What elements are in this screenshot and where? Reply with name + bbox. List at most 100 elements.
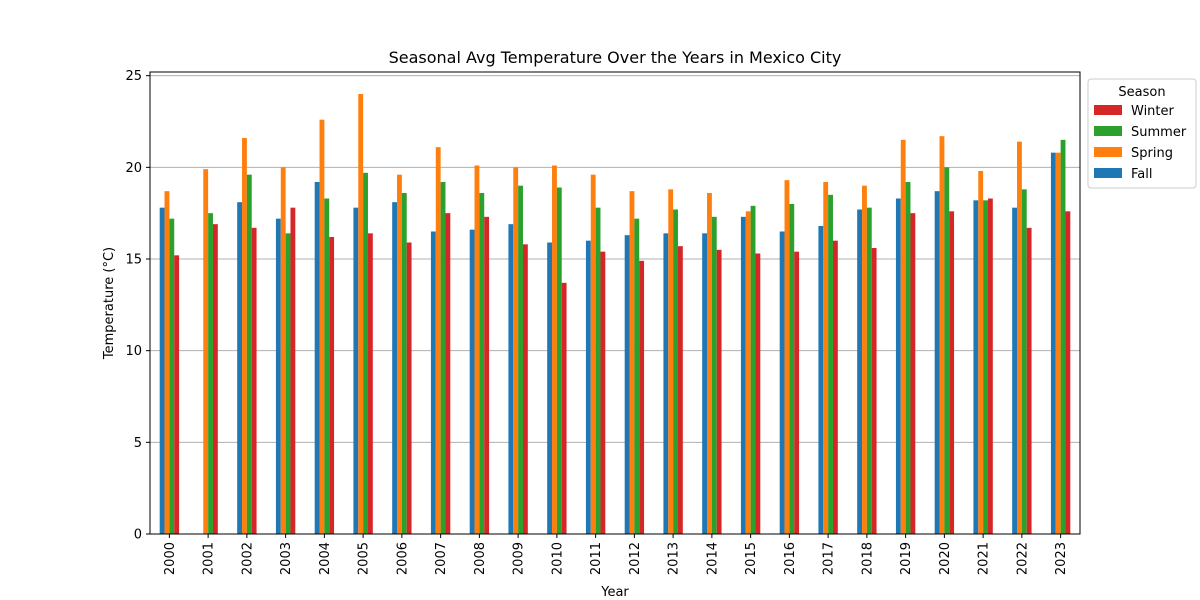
bar-fall-2014 bbox=[702, 233, 708, 535]
bar-summer-2002 bbox=[246, 174, 252, 534]
bar-summer-2022 bbox=[1021, 189, 1027, 535]
bar-summer-2017 bbox=[828, 194, 833, 535]
legend-label-spring: Spring bbox=[1131, 146, 1173, 161]
bar-winter-2011 bbox=[600, 251, 606, 534]
bar-summer-2020 bbox=[944, 167, 950, 535]
bar-winter-2009 bbox=[522, 244, 528, 535]
x-tick-label: 2000 bbox=[163, 542, 178, 575]
bar-summer-2009 bbox=[518, 185, 523, 534]
bar-summer-2010 bbox=[556, 187, 562, 534]
bar-fall-2023 bbox=[1050, 152, 1056, 534]
bar-fall-2007 bbox=[430, 231, 436, 534]
legend-swatch-summer bbox=[1094, 126, 1122, 136]
bar-fall-2012 bbox=[624, 235, 630, 534]
bar-winter-2005 bbox=[367, 233, 373, 535]
x-tick-label: 2006 bbox=[395, 542, 410, 575]
bar-spring-2018 bbox=[862, 185, 867, 534]
x-tick-label: 2017 bbox=[822, 542, 837, 575]
legend-title: Season bbox=[1118, 85, 1165, 100]
bar-spring-2017 bbox=[823, 182, 829, 534]
bar-summer-2011 bbox=[595, 207, 601, 534]
bar-spring-2015 bbox=[745, 211, 751, 535]
x-tick-label: 2007 bbox=[434, 542, 449, 575]
x-tick-label: 2020 bbox=[938, 542, 953, 575]
bar-fall-2015 bbox=[740, 216, 746, 535]
bars bbox=[159, 94, 1071, 535]
y-tick-label: 0 bbox=[134, 528, 142, 543]
bar-winter-2004 bbox=[329, 237, 335, 534]
chart-title: Seasonal Avg Temperature Over the Years … bbox=[389, 48, 842, 67]
plot-frame bbox=[149, 71, 1081, 535]
bar-summer-2004 bbox=[324, 198, 330, 534]
bar-summer-2023 bbox=[1060, 139, 1066, 535]
bar-fall-2000 bbox=[159, 207, 165, 534]
bar-winter-2020 bbox=[949, 211, 955, 535]
bar-fall-2003 bbox=[275, 218, 281, 534]
y-axis-label: Temperature (°C) bbox=[102, 247, 117, 360]
x-tick-label: 2018 bbox=[860, 542, 875, 575]
bar-summer-2013 bbox=[673, 209, 678, 534]
x-tick-label: 2001 bbox=[202, 542, 217, 575]
bar-fall-2002 bbox=[237, 202, 243, 534]
bar-spring-2023 bbox=[1055, 152, 1061, 534]
bar-winter-2019 bbox=[910, 213, 916, 534]
x-tick-label: 2023 bbox=[1054, 542, 1069, 575]
bar-fall-2020 bbox=[934, 191, 940, 534]
bar-spring-2010 bbox=[552, 165, 557, 534]
y-tick-label: 10 bbox=[125, 344, 142, 359]
x-tick-label: 2005 bbox=[357, 542, 372, 575]
bar-summer-2005 bbox=[363, 172, 368, 535]
bar-summer-2014 bbox=[711, 216, 717, 535]
bar-fall-2008 bbox=[469, 229, 475, 534]
bar-fall-2009 bbox=[508, 224, 514, 534]
bar-fall-2011 bbox=[585, 240, 591, 534]
x-tick-label: 2014 bbox=[705, 542, 720, 575]
bar-spring-2001 bbox=[203, 169, 209, 534]
bar-winter-2013 bbox=[677, 246, 683, 534]
legend-label-summer: Summer bbox=[1131, 125, 1187, 140]
legend-swatch-fall bbox=[1094, 168, 1122, 178]
bar-fall-2004 bbox=[314, 182, 320, 534]
x-tick-label: 2009 bbox=[512, 542, 527, 575]
bar-fall-2005 bbox=[353, 207, 359, 534]
bar-summer-2007 bbox=[440, 182, 446, 534]
bar-spring-2004 bbox=[319, 119, 325, 535]
bar-summer-2018 bbox=[866, 207, 872, 534]
bar-fall-2006 bbox=[392, 202, 398, 534]
bar-summer-2006 bbox=[401, 193, 407, 534]
x-axis-label: Year bbox=[600, 585, 629, 600]
bar-spring-2014 bbox=[707, 193, 712, 534]
x-tick-label: 2019 bbox=[899, 542, 914, 575]
bar-spring-2009 bbox=[513, 167, 519, 535]
x-tick-label: 2008 bbox=[473, 542, 488, 575]
bar-spring-2022 bbox=[1017, 141, 1022, 534]
bar-spring-2020 bbox=[939, 136, 945, 534]
bar-winter-2021 bbox=[987, 198, 993, 534]
bar-fall-2022 bbox=[1012, 207, 1018, 534]
bar-spring-2003 bbox=[280, 167, 286, 535]
legend-swatch-spring bbox=[1094, 147, 1122, 157]
bar-spring-2000 bbox=[164, 191, 170, 534]
y-axis: 0 5 10 15 20 25 bbox=[125, 69, 150, 543]
x-tick-label: 2016 bbox=[783, 542, 798, 575]
y-tick-label: 20 bbox=[125, 161, 142, 176]
x-tick-label: 2011 bbox=[589, 542, 604, 575]
x-axis: 2000 2001 2002 2003 2004 2005 2006 2007 2008 2009… bbox=[163, 534, 1069, 575]
bar-spring-2019 bbox=[900, 139, 906, 535]
bar-winter-2022 bbox=[1026, 227, 1032, 535]
legend-label-winter: Winter bbox=[1131, 104, 1175, 119]
bar-spring-2005 bbox=[358, 94, 364, 534]
bar-spring-2011 bbox=[590, 174, 596, 534]
x-tick-label: 2003 bbox=[279, 542, 294, 575]
bar-summer-2016 bbox=[789, 204, 795, 534]
x-tick-label: 2015 bbox=[744, 542, 759, 575]
bar-winter-2016 bbox=[794, 251, 800, 534]
legend-swatch-winter bbox=[1094, 105, 1122, 115]
bar-winter-2017 bbox=[832, 240, 838, 534]
bar-fall-2016 bbox=[779, 231, 785, 534]
bar-winter-2015 bbox=[755, 253, 761, 534]
x-tick-label: 2010 bbox=[550, 542, 565, 575]
x-tick-label: 2013 bbox=[667, 542, 682, 575]
bar-spring-2012 bbox=[629, 191, 635, 534]
